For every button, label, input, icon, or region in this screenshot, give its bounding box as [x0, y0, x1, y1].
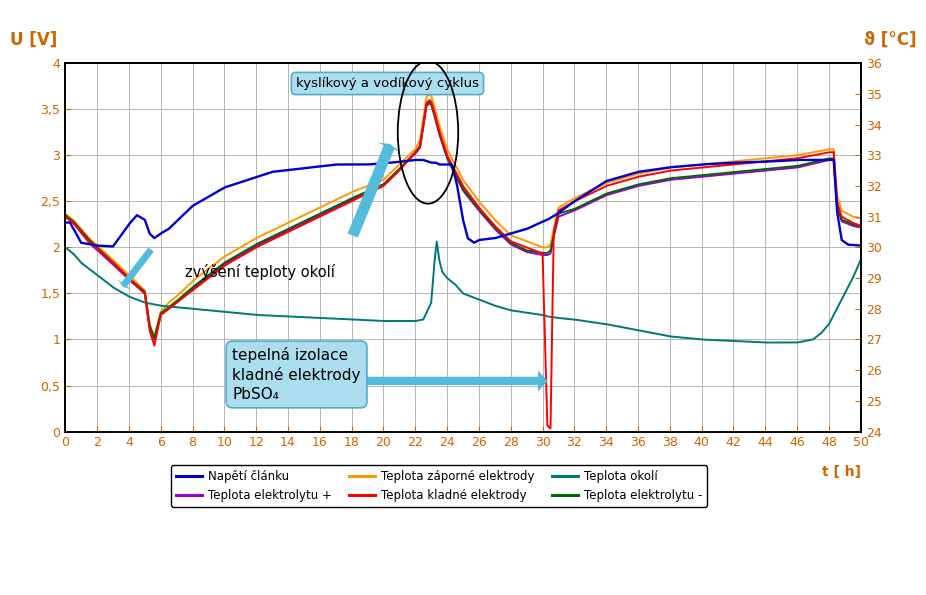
Legend: Napětí článku, Teplota elektrolytu +, Teplota záporné elektrody, Teplota kladné : Napětí článku, Teplota elektrolytu +, Te…	[171, 465, 707, 507]
Text: kyslíkový a vodíkový cyklus: kyslíkový a vodíkový cyklus	[296, 77, 479, 90]
Text: t [ h]: t [ h]	[821, 465, 861, 479]
Text: ϑ [°C]: ϑ [°C]	[864, 30, 917, 49]
Text: zvýšení teploty okolí: zvýšení teploty okolí	[184, 264, 334, 280]
Text: tepelná izolace
kladné elektrody
PbSO₄: tepelná izolace kladné elektrody PbSO₄	[232, 347, 361, 402]
Text: U [V]: U [V]	[9, 30, 56, 49]
